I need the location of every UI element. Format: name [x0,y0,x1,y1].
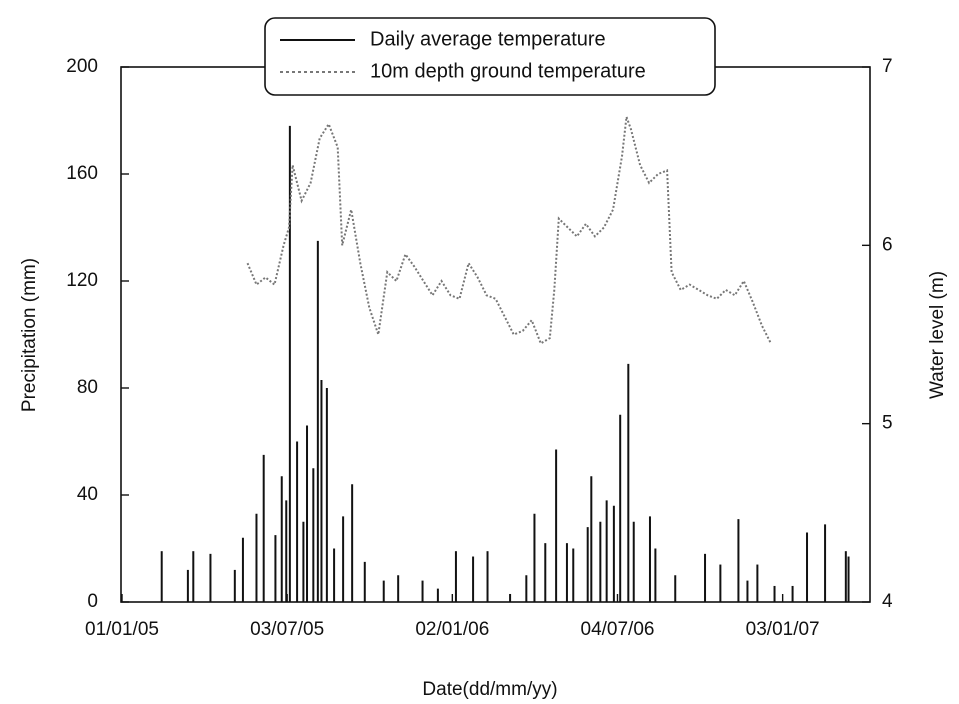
x-tick-label: 03/01/07 [746,619,820,640]
y2-tick-label: 7 [882,56,893,77]
x-tick-label: 01/01/05 [85,619,159,640]
y-tick-label: 80 [77,377,98,398]
y2-axis-title: Water level (m) [927,271,948,399]
y-tick-label: 40 [77,484,98,505]
legend-label: 10m depth ground temperature [370,60,646,82]
y-tick-label: 200 [66,56,98,77]
y2-tick-label: 4 [882,591,893,612]
legend: Daily average temperature 10m depth groun… [264,17,716,96]
y-tick-label: 120 [66,270,98,291]
legend-label: Daily average temperature [370,28,606,50]
y-tick-label: 0 [87,591,98,612]
y-axis-title: Precipitation (mm) [19,258,40,412]
x-tick-label: 04/07/06 [581,619,655,640]
y2-tick-label: 6 [882,234,893,255]
water-level-line [246,116,772,345]
plot-frame [120,66,871,603]
y-tick-label: 160 [66,163,98,184]
legend-box [264,17,716,96]
x-tick-label: 03/07/05 [250,619,324,640]
x-tick-label: 02/01/06 [415,619,489,640]
x-axis-title: Date(dd/mm/yy) [422,679,557,700]
y2-tick-label: 5 [882,413,893,434]
